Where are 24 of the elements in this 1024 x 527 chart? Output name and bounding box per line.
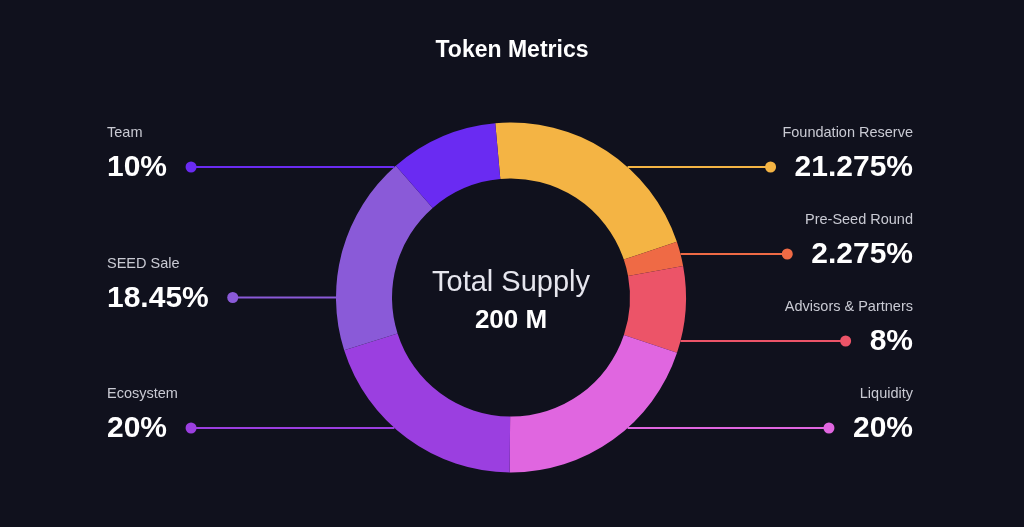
data-label: 10% — [107, 149, 168, 182]
slice-label: Liquidity — [859, 385, 914, 401]
slice-label: Team — [107, 124, 143, 140]
data-label: 20% — [852, 410, 913, 443]
data-label: 18.45% — [107, 279, 209, 313]
donut-slice — [509, 335, 678, 473]
slice-label: Ecosystem — [107, 385, 178, 401]
donut-slice — [623, 241, 684, 277]
text: Total Supply — [432, 264, 591, 297]
donut-slice — [344, 333, 511, 473]
slice-label: Pre-Seed Round — [804, 211, 913, 227]
text: 200 M — [474, 303, 548, 334]
slice-label: SEED Sale — [107, 254, 180, 271]
donut-slice — [623, 265, 686, 353]
slice-label: Advisors & Partners — [784, 298, 913, 314]
data-label: 8% — [869, 323, 913, 356]
data-label: 21.275% — [794, 149, 913, 182]
data-label: 20% — [107, 410, 168, 443]
chart-title: Token Metrics — [435, 36, 589, 62]
donut-slice — [395, 123, 501, 208]
donut-slice — [336, 165, 433, 351]
data-label: 2.275% — [811, 236, 913, 269]
slice-label: Foundation Reserve — [782, 124, 913, 140]
donut-slice — [495, 122, 677, 260]
